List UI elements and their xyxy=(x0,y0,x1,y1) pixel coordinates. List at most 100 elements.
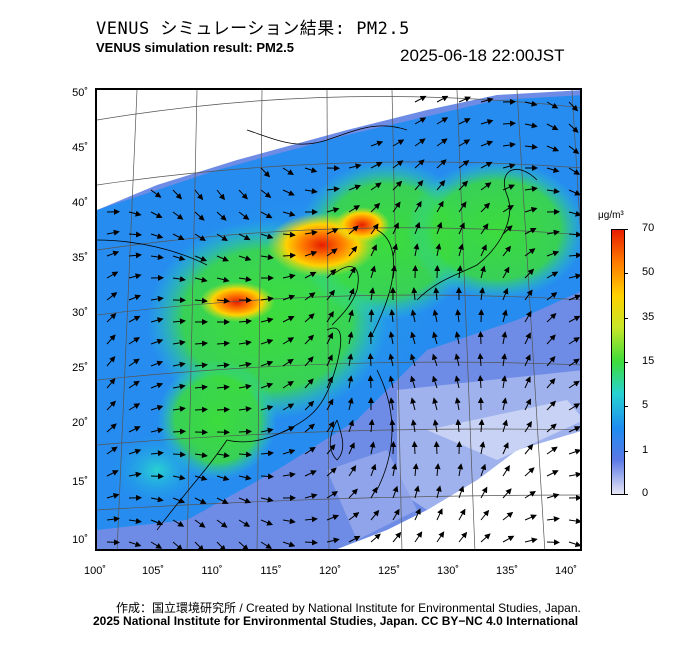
colorbar xyxy=(611,229,625,495)
wind-arrow xyxy=(546,250,560,257)
wind-arrow xyxy=(477,353,484,367)
wind-arrow xyxy=(282,471,296,478)
colorbar-tick xyxy=(624,273,628,274)
wind-arrow xyxy=(216,233,228,242)
wind-arrow xyxy=(390,265,397,279)
wind-arrow xyxy=(348,488,358,499)
colorbar-tick xyxy=(624,494,628,495)
wind-arrow xyxy=(455,419,462,433)
wind-arrow xyxy=(502,141,516,148)
wind-arrow xyxy=(368,309,375,323)
wind-arrow xyxy=(172,519,185,527)
wind-arrow xyxy=(546,188,560,194)
lat-tick-label: 15˚ xyxy=(72,476,88,488)
wind-arrow xyxy=(478,419,485,433)
wind-arrow xyxy=(150,541,163,549)
wind-arrow xyxy=(502,442,509,455)
wind-arrow xyxy=(216,189,226,201)
wind-arrow xyxy=(172,255,186,261)
wind-arrow xyxy=(282,273,296,280)
wind-arrow xyxy=(392,139,405,147)
wind-arrow xyxy=(347,353,354,367)
wind-arrow xyxy=(260,233,274,240)
wind-arrow xyxy=(568,145,580,155)
wind-arrow xyxy=(238,318,252,325)
wind-arrow xyxy=(194,276,208,283)
wind-arrow xyxy=(194,519,206,528)
wind-arrow xyxy=(568,273,580,280)
wind-arrow xyxy=(326,332,333,345)
wind-arrow xyxy=(304,470,317,477)
wind-arrow xyxy=(390,441,397,455)
wind-arrow xyxy=(172,406,186,412)
wind-arrow xyxy=(434,463,441,477)
colorbar-tick xyxy=(624,362,628,363)
pm25-map xyxy=(97,90,580,549)
wind-arrow xyxy=(458,243,464,257)
wind-arrow xyxy=(260,541,273,549)
wind-arrow xyxy=(304,229,318,236)
wind-arrow xyxy=(454,353,461,367)
wind-arrow xyxy=(304,493,318,500)
wind-arrow xyxy=(502,225,513,235)
wind-arrow xyxy=(436,159,447,169)
wind-arrow xyxy=(172,541,183,549)
colorbar-tick xyxy=(624,318,628,319)
wind-arrow xyxy=(282,541,296,548)
wind-arrow xyxy=(568,448,580,455)
wind-arrow xyxy=(348,442,355,455)
wind-arrow xyxy=(502,204,514,213)
wind-arrow xyxy=(348,205,361,213)
wind-arrow xyxy=(524,376,531,389)
lon-tick-label: 135˚ xyxy=(495,565,519,577)
wind-arrow xyxy=(128,210,142,217)
lat-tick-label: 40˚ xyxy=(72,197,88,209)
wind-arrow xyxy=(150,338,164,345)
wind-arrow xyxy=(326,268,337,279)
wind-arrow xyxy=(479,441,486,455)
wind-arrow xyxy=(238,233,251,241)
wind-arrow xyxy=(172,211,184,220)
wind-arrow xyxy=(282,426,295,433)
wind-arrow xyxy=(414,531,423,543)
wind-arrow xyxy=(150,496,164,503)
wind-arrow xyxy=(347,375,354,389)
wind-arrow xyxy=(172,276,186,283)
wind-arrow xyxy=(304,378,314,389)
wind-arrow xyxy=(436,138,448,147)
wind-arrow xyxy=(194,233,206,241)
wind-arrow xyxy=(304,356,314,367)
wind-arrow xyxy=(524,186,538,192)
wind-arrow xyxy=(172,361,186,368)
wind-arrow xyxy=(414,117,427,125)
wind-arrow xyxy=(326,248,338,257)
wind-arrow xyxy=(150,254,164,260)
wind-arrow xyxy=(480,265,486,279)
wind-arrow xyxy=(347,397,354,411)
wind-arrow xyxy=(389,309,396,323)
wind-arrow xyxy=(546,123,559,131)
wind-arrow xyxy=(389,419,396,433)
wind-arrow xyxy=(216,276,230,283)
wind-arrow xyxy=(546,446,558,455)
wind-arrow xyxy=(370,223,379,235)
wind-arrow xyxy=(414,180,424,191)
wind-arrow xyxy=(568,315,580,323)
wind-arrow xyxy=(454,375,461,389)
wind-arrow xyxy=(282,448,296,455)
wind-arrow xyxy=(568,380,580,389)
wind-arrow xyxy=(238,276,252,283)
wind-arrow xyxy=(568,294,580,301)
wind-arrow xyxy=(568,471,580,478)
wind-arrow xyxy=(128,358,140,367)
wind-arrow xyxy=(480,244,487,257)
wind-arrow xyxy=(388,375,395,389)
wind-arrow xyxy=(282,189,295,196)
wind-arrow xyxy=(260,254,274,261)
wind-arrow xyxy=(392,180,403,191)
wind-arrow xyxy=(524,332,531,345)
wind-arrow xyxy=(106,446,118,455)
wind-arrow xyxy=(238,339,252,346)
wind-arrow xyxy=(106,334,116,345)
wind-arrow xyxy=(260,338,274,345)
